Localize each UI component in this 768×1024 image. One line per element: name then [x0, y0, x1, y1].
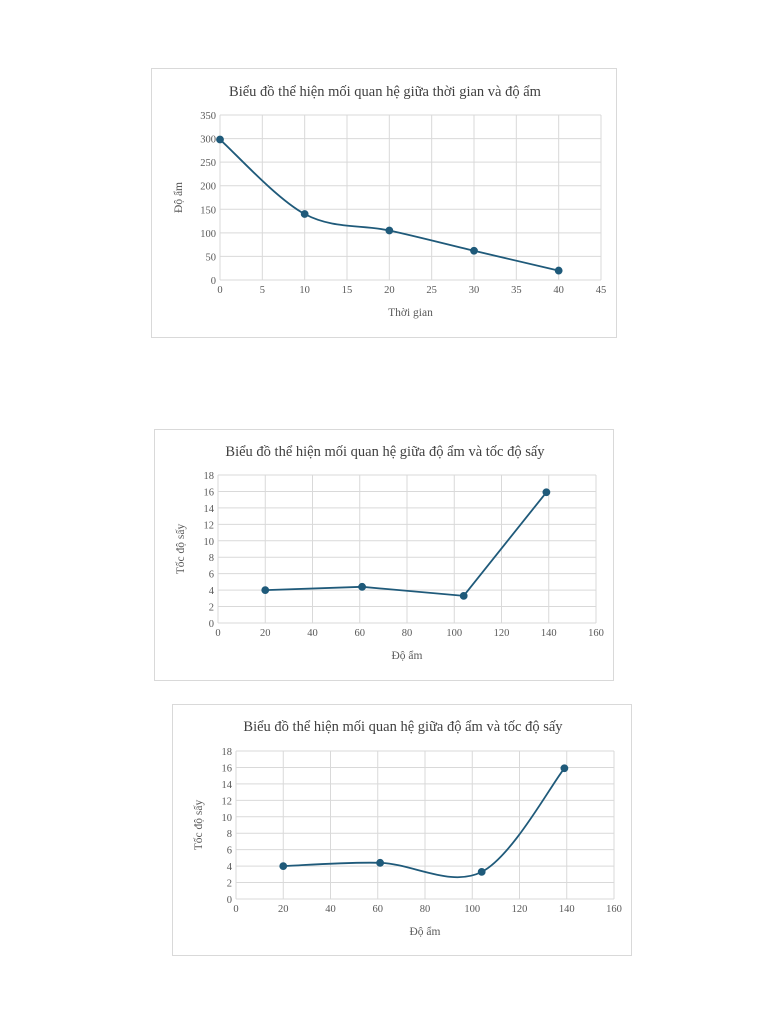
y-axis-label: Tốc độ sấy [192, 800, 205, 851]
y-tick-label: 4 [209, 586, 215, 597]
x-tick-label: 120 [512, 904, 528, 915]
x-tick-label: 60 [373, 904, 384, 915]
y-tick-label: 200 [200, 182, 216, 193]
x-tick-label: 120 [494, 628, 510, 639]
x-tick-label: 100 [446, 628, 462, 639]
data-point [554, 266, 563, 275]
x-tick-label: 10 [299, 285, 310, 296]
x-tick-label: 20 [278, 904, 289, 915]
x-tick-label: 40 [553, 285, 564, 296]
y-tick-label: 10 [204, 537, 215, 548]
chart-moisture-vs-drying-rate-smooth: Biểu đồ thể hiện mối quan hệ giữa độ ẩm … [172, 704, 632, 956]
x-tick-label: 45 [596, 285, 607, 296]
y-tick-label: 16 [222, 763, 233, 774]
y-tick-label: 14 [204, 504, 215, 515]
y-tick-label: 18 [222, 747, 233, 758]
y-tick-label: 150 [200, 205, 216, 216]
y-axis-label: Độ ẩm [172, 182, 185, 213]
y-tick-label: 8 [227, 829, 232, 840]
data-point [261, 586, 270, 595]
y-axis-label: Tốc độ sấy [174, 524, 187, 575]
y-tick-label: 2 [227, 879, 232, 890]
x-tick-label: 25 [426, 285, 437, 296]
x-tick-label: 160 [588, 628, 604, 639]
data-point [542, 488, 551, 497]
x-tick-label: 40 [307, 628, 318, 639]
x-tick-label: 40 [325, 904, 336, 915]
chart-2-svg: Biểu đồ thể hiện mối quan hệ giữa độ ẩm … [174, 444, 604, 662]
y-tick-label: 8 [209, 553, 214, 564]
y-tick-label: 6 [227, 846, 232, 857]
x-tick-label: 0 [217, 285, 222, 296]
data-point [300, 210, 309, 218]
y-tick-label: 10 [222, 813, 233, 824]
data-point [385, 226, 394, 235]
y-tick-label: 0 [227, 895, 232, 906]
x-tick-label: 20 [260, 628, 271, 639]
chart-3-svg: Biểu đồ thể hiện mối quan hệ giữa độ ẩm … [192, 719, 622, 938]
data-point [279, 862, 288, 871]
y-tick-label: 0 [211, 276, 216, 287]
y-tick-label: 300 [200, 135, 216, 146]
y-tick-label: 12 [222, 796, 233, 807]
x-tick-label: 60 [355, 628, 366, 639]
x-axis-label: Độ ẩm [410, 925, 441, 938]
x-axis-label: Thời gian [388, 307, 433, 319]
y-tick-label: 18 [204, 471, 215, 482]
y-tick-label: 350 [200, 111, 216, 122]
data-point [358, 582, 367, 591]
y-tick-label: 100 [200, 229, 216, 240]
chart-time-vs-moisture: Biểu đồ thể hiện mối quan hệ giữa thời g… [151, 68, 617, 338]
data-point [376, 858, 385, 867]
y-tick-label: 50 [206, 252, 217, 263]
x-tick-label: 160 [606, 904, 622, 915]
x-tick-label: 0 [215, 628, 220, 639]
y-tick-label: 16 [204, 487, 215, 498]
series-line [265, 491, 548, 597]
x-tick-label: 30 [469, 285, 480, 296]
x-axis-label: Độ ẩm [392, 649, 423, 662]
series-line [283, 767, 566, 879]
x-tick-label: 140 [541, 628, 557, 639]
y-tick-label: 12 [204, 520, 215, 531]
data-point [560, 764, 569, 773]
x-tick-label: 80 [402, 628, 413, 639]
y-tick-label: 2 [209, 603, 214, 614]
data-point [216, 135, 224, 144]
x-tick-label: 140 [559, 904, 575, 915]
data-point [459, 591, 468, 600]
chart-title: Biểu đồ thể hiện mối quan hệ giữa độ ẩm … [243, 719, 563, 735]
y-tick-label: 6 [209, 570, 214, 581]
data-point [470, 246, 478, 255]
y-tick-label: 14 [222, 780, 233, 791]
data-point [477, 867, 486, 876]
chart-title: Biểu đồ thể hiện mối quan hệ giữa độ ẩm … [225, 444, 545, 460]
x-tick-label: 100 [464, 904, 480, 915]
chart-1-svg: Biểu đồ thể hiện mối quan hệ giữa thời g… [172, 84, 607, 319]
y-tick-label: 0 [209, 619, 214, 630]
chart-moisture-vs-drying-rate-linear: Biểu đồ thể hiện mối quan hệ giữa độ ẩm … [154, 429, 614, 681]
y-tick-label: 4 [227, 862, 233, 873]
x-tick-label: 15 [342, 285, 353, 296]
x-tick-label: 20 [384, 285, 395, 296]
y-tick-label: 250 [200, 158, 216, 169]
chart-title: Biểu đồ thể hiện mối quan hệ giữa thời g… [229, 84, 542, 100]
x-tick-label: 5 [260, 285, 265, 296]
x-tick-label: 35 [511, 285, 522, 296]
x-tick-label: 80 [420, 904, 431, 915]
x-tick-label: 0 [233, 904, 238, 915]
